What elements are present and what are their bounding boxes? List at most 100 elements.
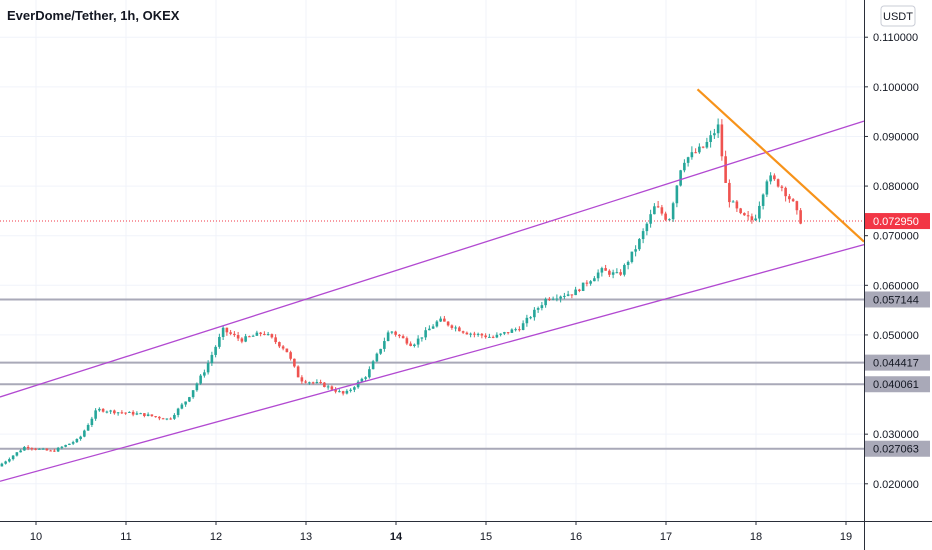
candle-body [476, 333, 480, 335]
candle-body [19, 450, 22, 453]
candle-body [225, 327, 229, 333]
time-tick-label: 12 [210, 531, 222, 543]
candle-body [248, 336, 251, 338]
candle-body [229, 332, 232, 334]
price-tick-label: 0.100000 [873, 82, 919, 94]
candle-body [529, 317, 532, 319]
candle-body [128, 411, 131, 413]
currency-button-label[interactable]: USDT [883, 11, 913, 23]
candle-body [439, 318, 442, 322]
candle-body [293, 358, 296, 367]
candle-body [570, 294, 574, 296]
candle-body [716, 124, 720, 134]
candle-body [634, 249, 637, 252]
level-price-tag-label: 0.027063 [873, 444, 919, 456]
candle-body [8, 459, 11, 462]
candle-body [195, 383, 199, 391]
candle-body [450, 325, 454, 328]
candle-body [660, 207, 664, 214]
candle-body [773, 175, 776, 180]
candle-body [499, 333, 502, 335]
price-tick-label: 0.020000 [873, 479, 919, 491]
candle-body [668, 219, 671, 221]
candle-body [53, 450, 56, 452]
candle-body [581, 282, 585, 291]
candle-body [109, 410, 112, 412]
candle-body [56, 447, 60, 452]
candle-body [401, 336, 405, 339]
candle-body [368, 369, 371, 378]
candle-body [739, 208, 742, 214]
candle-body [4, 461, 7, 464]
candle-body [769, 175, 772, 182]
time-tick-label: 11 [120, 531, 131, 543]
candle-body [173, 414, 176, 419]
candle-body [30, 448, 34, 450]
candle-body [86, 424, 90, 431]
price-tags: 0.057144 0.044417 0.040061 0.027063 0.072950 [865, 213, 930, 457]
candle-body [15, 452, 19, 456]
price-tick-label: 0.060000 [873, 280, 919, 292]
candle-body [619, 272, 622, 275]
candle-body [375, 353, 379, 362]
candle-body [518, 329, 521, 331]
candle-body [105, 411, 109, 413]
candle-body [424, 330, 427, 338]
candle-body [480, 333, 484, 336]
candle-body [641, 231, 645, 240]
candle-body [754, 218, 757, 221]
candle-body [311, 382, 315, 384]
candle-body [296, 366, 300, 378]
candle-body [671, 203, 675, 220]
currency-button[interactable] [880, 5, 916, 27]
candle-body [383, 341, 386, 349]
candle-body [244, 336, 247, 342]
candle-body [319, 381, 322, 383]
candle-body [416, 338, 420, 345]
candle-body [349, 389, 352, 391]
candle-body [510, 329, 514, 333]
candle-body [154, 416, 157, 418]
candle-body [60, 446, 64, 448]
candle-body [184, 401, 187, 405]
candle-body [71, 442, 75, 444]
candle-body [38, 448, 41, 450]
candle-body [405, 338, 409, 344]
last-price-tag-bg [865, 213, 930, 230]
candle-body [191, 390, 195, 398]
candle-body [630, 251, 634, 262]
candle-body [0, 463, 4, 467]
time-tick-label: 13 [300, 531, 312, 543]
candle-body [664, 213, 667, 220]
candle-body [323, 382, 326, 388]
candle-body [776, 179, 780, 187]
candle-body [270, 334, 274, 338]
candle-body [653, 206, 656, 215]
candle-body [131, 411, 135, 415]
candle-body [68, 443, 71, 445]
candle-body [694, 152, 697, 154]
candle-body [124, 412, 127, 414]
candle-body [713, 133, 716, 136]
candle-body [608, 270, 611, 275]
candle-body [469, 333, 472, 335]
currency-button-group[interactable]: USDT [880, 5, 916, 27]
candle-body [428, 328, 431, 331]
candle-body [161, 418, 165, 420]
chart-title: EverDome/Tether, 1h, OKEX [7, 8, 180, 23]
candle-body [593, 278, 596, 282]
candle-body [146, 414, 150, 416]
candle-body [371, 361, 375, 370]
channel-upper-line [0, 120, 865, 398]
level-price-tag-bg [865, 291, 930, 308]
candle-body [180, 404, 184, 409]
candle-body [308, 382, 311, 384]
candle-body [491, 336, 495, 338]
candle-body [473, 333, 476, 335]
candle-body [420, 337, 424, 339]
descending-trendline [696, 88, 865, 243]
candle-body [683, 162, 686, 171]
candle-body [158, 416, 161, 419]
candle-body [431, 326, 435, 329]
